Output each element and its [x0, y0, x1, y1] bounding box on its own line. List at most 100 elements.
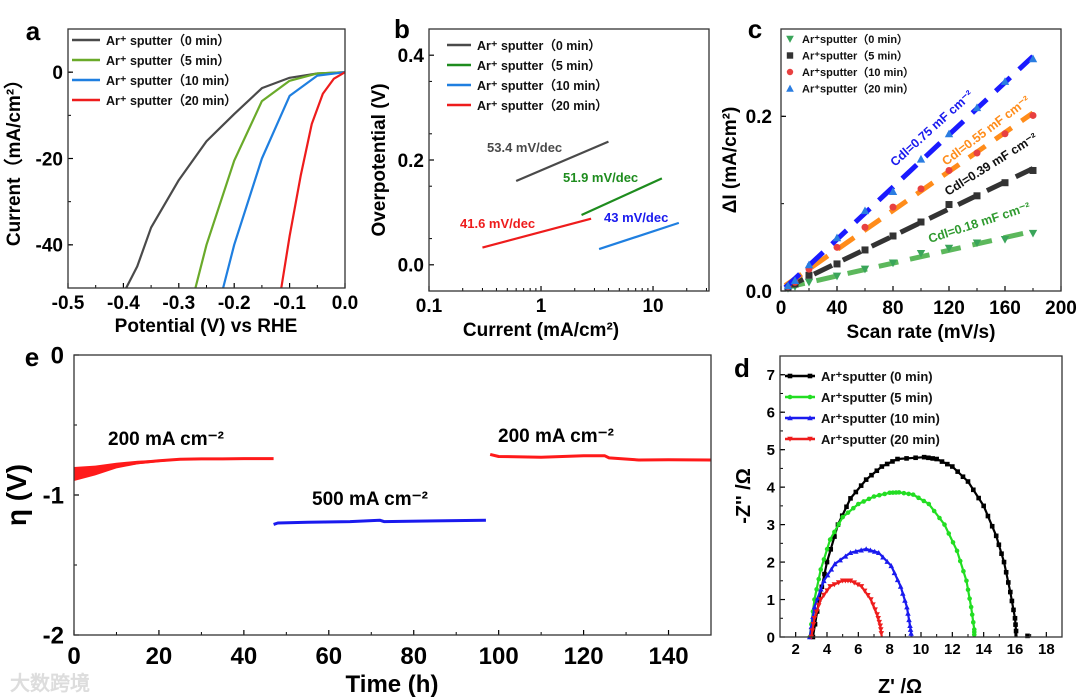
data-point — [809, 628, 816, 634]
x-tick-label: 40 — [826, 298, 847, 319]
x-tick-label: 10 — [913, 641, 930, 658]
x-tick-label: 100 — [479, 643, 519, 670]
data-point — [876, 619, 883, 625]
panel-c: c 0 40 80 120 160 200 0.0 0.2 Scan rate (mV/s) ΔI … — [720, 14, 1077, 343]
data-point — [976, 495, 981, 501]
legend-label: Ar⁺ sputter（5 min） — [106, 53, 230, 68]
legend-item: Ar⁺ sputter（5 min） — [447, 58, 601, 73]
data-point — [875, 616, 881, 622]
data-point — [905, 610, 911, 616]
data-point — [1001, 559, 1007, 565]
legend-label: Ar⁺sputter（20 min） — [802, 83, 914, 96]
panel-a: a -0.5 -0.4 -0.3 -0.2 -0.1 0.0 0 -20 -40 Potential… — [2, 16, 358, 337]
data-point — [835, 580, 842, 586]
legend-item: Ar⁺ sputter（20 min） — [72, 93, 237, 108]
x-axis-label: Time (h) — [346, 671, 439, 698]
x-tick-label: -0.1 — [273, 293, 306, 314]
data-point — [872, 607, 878, 613]
watermark: 大数跨境 — [10, 671, 90, 695]
data-point — [815, 603, 822, 609]
legend-item: Ar⁺ sputter（0 min） — [447, 38, 601, 53]
legend-marker — [786, 68, 794, 76]
data-point — [1008, 589, 1013, 595]
data-point — [930, 456, 935, 461]
x-tick-label: 160 — [989, 298, 1021, 319]
x-tick-label: 0 — [776, 298, 787, 319]
data-point — [832, 233, 842, 242]
x-tick-label: 120 — [564, 643, 604, 670]
x-tick-label: 0.0 — [332, 293, 358, 314]
data-point — [945, 461, 950, 467]
y-axis-label: ΔI (mA/cm²) — [720, 107, 741, 214]
data-point — [888, 187, 898, 195]
y-tick-label: 0.4 — [398, 46, 425, 67]
data-point — [965, 479, 971, 484]
fit-line — [784, 228, 1034, 291]
data-point — [971, 632, 977, 637]
series-line — [125, 71, 346, 289]
panel-label: a — [26, 16, 41, 46]
data-point — [817, 597, 824, 603]
data-point — [934, 456, 939, 462]
data-point — [954, 548, 960, 554]
x-tick-label: 12 — [944, 641, 961, 658]
y-tick-label: 0.0 — [746, 282, 772, 303]
data-point — [832, 561, 838, 567]
legend-item: Ar⁺sputter (20 min) — [785, 432, 940, 447]
data-point — [944, 129, 954, 138]
data-point — [1000, 235, 1010, 244]
x-axis-label: Scan rate (mV/s) — [847, 322, 996, 343]
data-point — [853, 489, 859, 495]
series-line — [489, 452, 712, 462]
legend-item: Ar⁺sputter (0 min) — [785, 369, 933, 384]
fit-line — [784, 166, 1035, 291]
x-tick-label: 40 — [231, 643, 258, 670]
data-point — [811, 615, 818, 622]
data-point — [837, 557, 843, 563]
x-tick-label: 60 — [315, 643, 342, 670]
data-point — [848, 496, 853, 501]
data-point — [890, 459, 895, 464]
data-point — [877, 623, 884, 629]
x-tick-label: -0.4 — [107, 293, 140, 314]
data-point — [904, 456, 909, 461]
data-point — [907, 626, 914, 632]
x-tick-label: -0.2 — [218, 293, 251, 314]
data-point — [1013, 622, 1018, 627]
data-point — [840, 514, 845, 520]
data-point — [805, 271, 813, 279]
data-point — [832, 272, 842, 281]
data-point — [821, 557, 827, 562]
series-line — [811, 456, 1018, 638]
legend-marker — [807, 436, 813, 442]
y-tick-label: -20 — [36, 149, 63, 170]
legend-marker — [787, 394, 793, 400]
data-point — [961, 568, 966, 574]
x-tick-label: 8 — [885, 641, 893, 658]
data-point — [865, 593, 871, 599]
series-0 — [125, 71, 346, 289]
data-point — [917, 218, 925, 226]
plot-area: 200 mA cm⁻² 500 mA cm⁻² 200 mA cm⁻² — [73, 426, 712, 526]
data-point — [832, 529, 837, 535]
x-tick-label: 0 — [67, 643, 80, 670]
legend-label: Ar⁺ sputter（20 min） — [106, 93, 237, 108]
series-3 — [808, 578, 885, 640]
data-point — [1001, 130, 1009, 138]
plot-frame — [779, 355, 1063, 638]
legend-marker — [807, 373, 813, 379]
data-point — [888, 259, 898, 268]
legend: Ar⁺ sputter（0 min） Ar⁺ sputter（5 min） Ar⁺ … — [447, 38, 608, 113]
data-point — [939, 459, 945, 464]
data-point — [847, 578, 854, 584]
plot-frame — [428, 28, 710, 292]
series-0 — [810, 454, 1019, 640]
data-point — [869, 472, 874, 478]
legend-item: Ar⁺ sputter（0 min） — [72, 33, 230, 48]
x-tick-label: 14 — [975, 641, 992, 658]
data-point — [989, 523, 995, 529]
legend-marker — [786, 35, 794, 43]
y-tick-label: 2 — [767, 554, 775, 571]
y-axis-label: -Z'' /Ω — [733, 468, 755, 524]
